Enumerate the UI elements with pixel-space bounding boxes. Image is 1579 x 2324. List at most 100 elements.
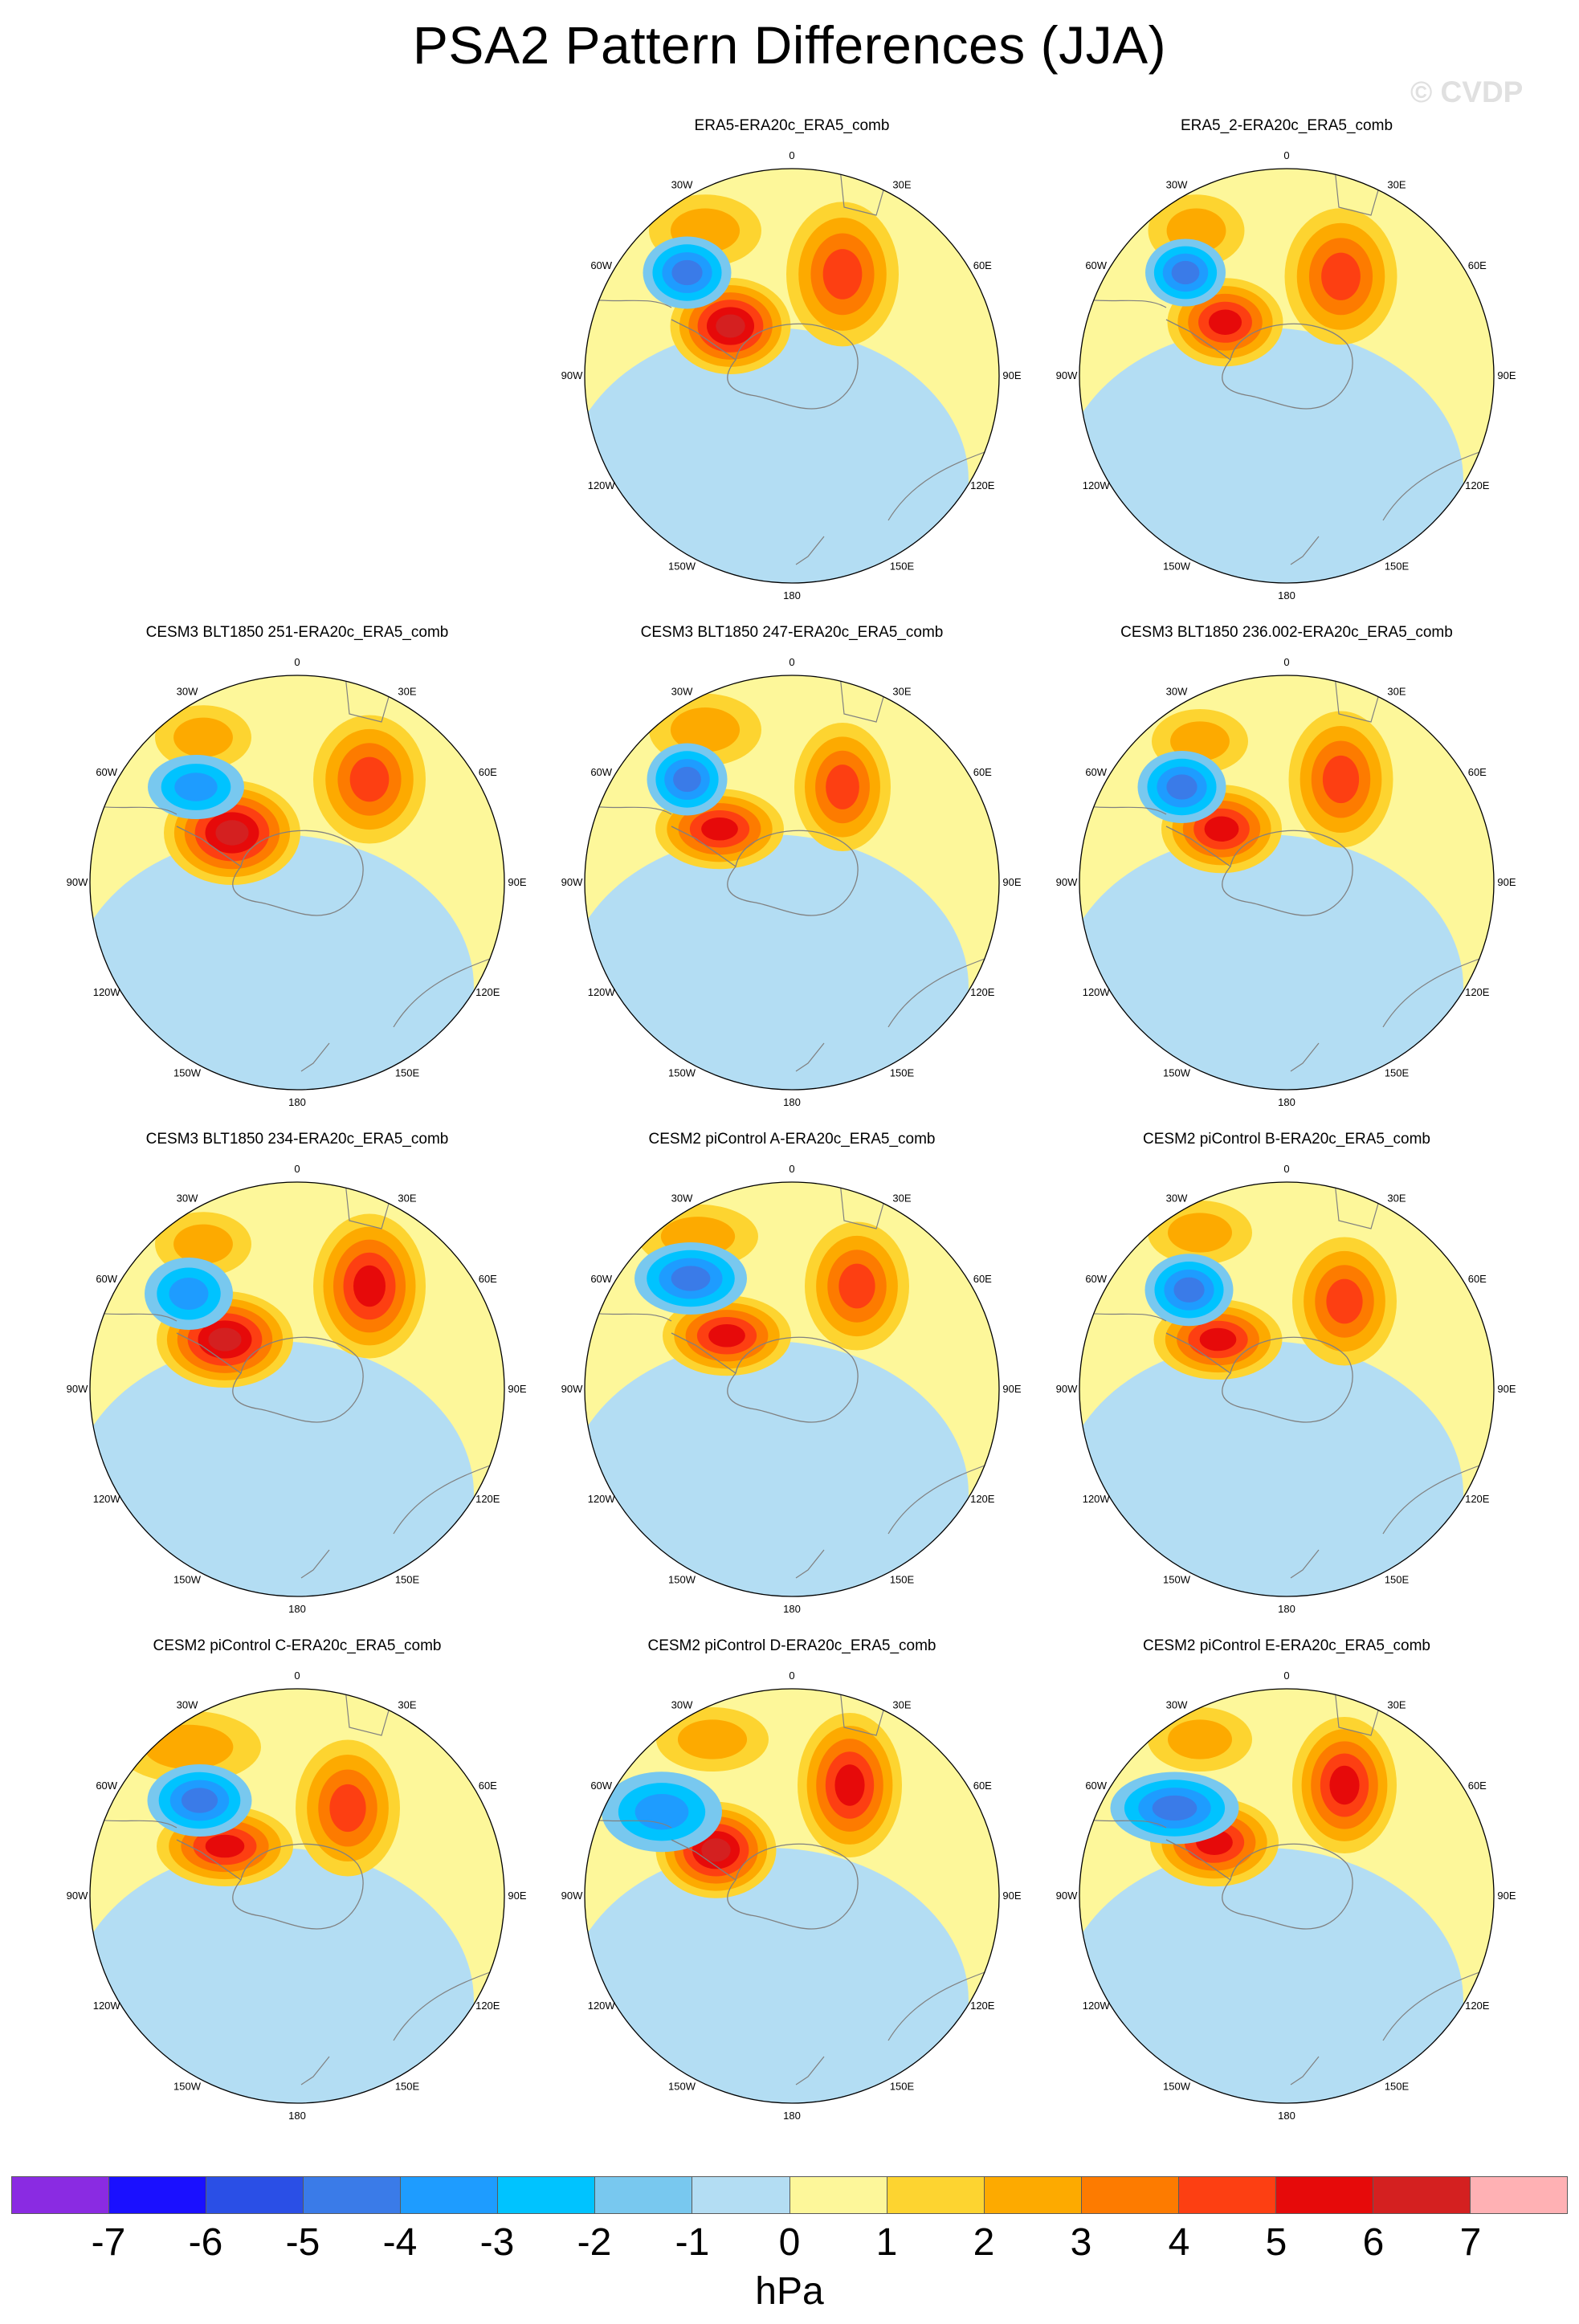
longitude-label: 60W	[96, 1780, 117, 1792]
australia-coastline	[1382, 451, 1480, 521]
longitude-label: 90E	[1002, 1890, 1021, 1902]
contour-field	[90, 675, 504, 1090]
africa-coastline	[839, 675, 887, 723]
longitude-label: 60W	[96, 766, 117, 778]
longitude-label: 150W	[668, 2080, 696, 2092]
colorbar-tick-label: -2	[577, 2221, 612, 2264]
positive-anomaly-contour	[349, 756, 390, 802]
longitude-label: 120W	[588, 1493, 616, 1505]
longitude-label: 120E	[1465, 1493, 1490, 1505]
colorbar-tick-label: 3	[1070, 2221, 1092, 2264]
longitude-label: 120E	[1465, 479, 1490, 491]
longitude-label: 60W	[590, 1780, 612, 1792]
colorbar-tick-label: 0	[778, 2221, 801, 2264]
longitude-label: 60W	[1085, 1273, 1107, 1285]
longitude-label: 150E	[1385, 2080, 1410, 2092]
new-zealand-coastline	[795, 1549, 825, 1579]
map-boundary	[584, 1181, 1000, 1597]
australia-coastline	[393, 958, 491, 1028]
colorbar-tick-label: -6	[188, 2221, 223, 2264]
antarctica-coastline	[727, 323, 859, 410]
panel-title: CESM2 piControl D-ERA20c_ERA5_comb	[647, 1637, 936, 1654]
africa-coastline	[345, 1182, 393, 1229]
figure-title: PSA2 Pattern Differences (JJA)	[412, 15, 1167, 75]
longitude-label: 90W	[67, 876, 88, 888]
panel-title: CESM2 piControl A-ERA20c_ERA5_comb	[648, 1131, 936, 1148]
polar-map: 0 30E 60E 90E 120E 150E 180 150W 120W 90W 60W 30W	[1056, 1670, 1516, 2122]
longitude-label: 60E	[973, 1780, 992, 1792]
new-zealand-coastline	[300, 1549, 330, 1579]
positive-anomaly-contour	[215, 820, 249, 846]
polar-map: 0 30E 60E 90E 120E 150E 180 150W 120W 90W 60W 30W	[561, 149, 1022, 601]
africa-coastline	[1334, 675, 1382, 723]
positive-anomaly-contour	[1168, 1213, 1232, 1253]
longitude-label: 180	[288, 2110, 306, 2122]
colorbar-units-label: hPa	[755, 2270, 824, 2313]
africa-coastline	[839, 1182, 887, 1229]
map-panel: ERA5-ERA20c_ERA5_comb 0 30E 60E 90E 120E 150E…	[538, 117, 1046, 625]
south-america-coastline	[96, 1819, 177, 1829]
longitude-label: 30E	[892, 1699, 911, 1711]
colorbar-box	[1373, 2176, 1471, 2214]
negative-anomaly-contour	[1152, 1795, 1198, 1821]
africa-coastline	[1334, 1689, 1382, 1736]
longitude-label: 30W	[1166, 1193, 1188, 1205]
positive-anomaly-contour	[1199, 1327, 1237, 1352]
negative-region	[585, 1341, 969, 1596]
longitude-label: 0	[1283, 149, 1289, 161]
longitude-label: 120E	[475, 1493, 500, 1505]
panel-title: ERA5_2-ERA20c_ERA5_comb	[1180, 117, 1393, 134]
negative-anomaly-contour	[169, 1278, 209, 1310]
longitude-label: 90W	[67, 1890, 88, 1902]
colorbar-tick-label: 7	[1459, 2221, 1482, 2264]
longitude-label: 120E	[970, 986, 995, 998]
positive-anomaly-contour	[1168, 1719, 1232, 1759]
south-america-coastline	[96, 1312, 177, 1322]
negative-anomaly-contour	[673, 766, 701, 793]
positive-anomaly-contour	[329, 1784, 366, 1833]
longitude-label: 0	[789, 656, 794, 668]
positive-anomaly-contour	[838, 1263, 875, 1309]
longitude-label: 30E	[1387, 1699, 1406, 1711]
colorbar-box	[109, 2176, 207, 2214]
longitude-label: 120W	[1083, 1493, 1111, 1505]
map-boundary	[89, 1181, 505, 1597]
longitude-label: 120W	[1083, 479, 1111, 491]
australia-coastline	[887, 451, 985, 521]
colorbar-tick-label: 6	[1362, 2221, 1385, 2264]
new-zealand-coastline	[795, 1042, 825, 1072]
polar-map: 0 30E 60E 90E 120E 150E 180 150W 120W 90W 60W 30W	[1056, 149, 1516, 601]
longitude-label: 150W	[1163, 2080, 1191, 2092]
polar-map: 0 30E 60E 90E 120E 150E 180 150W 120W 90W 60W 30W	[67, 1163, 527, 1615]
positive-anomaly-contour	[1326, 1278, 1363, 1324]
colorbar-tick-label: -5	[285, 2221, 320, 2264]
longitude-label: 150E	[1385, 1573, 1410, 1585]
longitude-label: 90E	[1497, 369, 1516, 381]
longitude-label: 60W	[590, 1273, 612, 1285]
antarctica-coastline	[727, 1843, 859, 1930]
longitude-label: 30E	[892, 1193, 911, 1205]
map-boundary	[584, 168, 1000, 584]
negative-anomaly-contour	[1173, 1277, 1205, 1303]
colorbar-tick-label: -4	[382, 2221, 418, 2264]
contour-field	[1079, 1689, 1494, 2103]
south-america-coastline	[590, 1819, 672, 1829]
antarctica-coastline	[232, 830, 364, 916]
longitude-label: 60W	[96, 1273, 117, 1285]
longitude-label: 60E	[973, 766, 992, 778]
longitude-label: 90W	[1056, 1383, 1078, 1395]
longitude-label: 60W	[1085, 259, 1107, 271]
longitude-label: 120E	[1465, 986, 1490, 998]
negative-region	[1079, 1848, 1463, 2103]
map-boundary	[89, 1688, 505, 2104]
positive-anomaly-contour	[144, 1724, 234, 1770]
longitude-label: 150W	[1163, 1573, 1191, 1585]
australia-coastline	[1382, 1971, 1480, 2041]
longitude-label: 60E	[1468, 259, 1487, 271]
longitude-label: 30W	[671, 1193, 693, 1205]
australia-coastline	[1382, 958, 1480, 1028]
watermark: © CVDP	[1410, 75, 1524, 108]
panel-title: CESM3 BLT1850 251-ERA20c_ERA5_comb	[145, 624, 449, 641]
longitude-label: 30W	[177, 1699, 198, 1711]
longitude-label: 30E	[892, 179, 911, 191]
